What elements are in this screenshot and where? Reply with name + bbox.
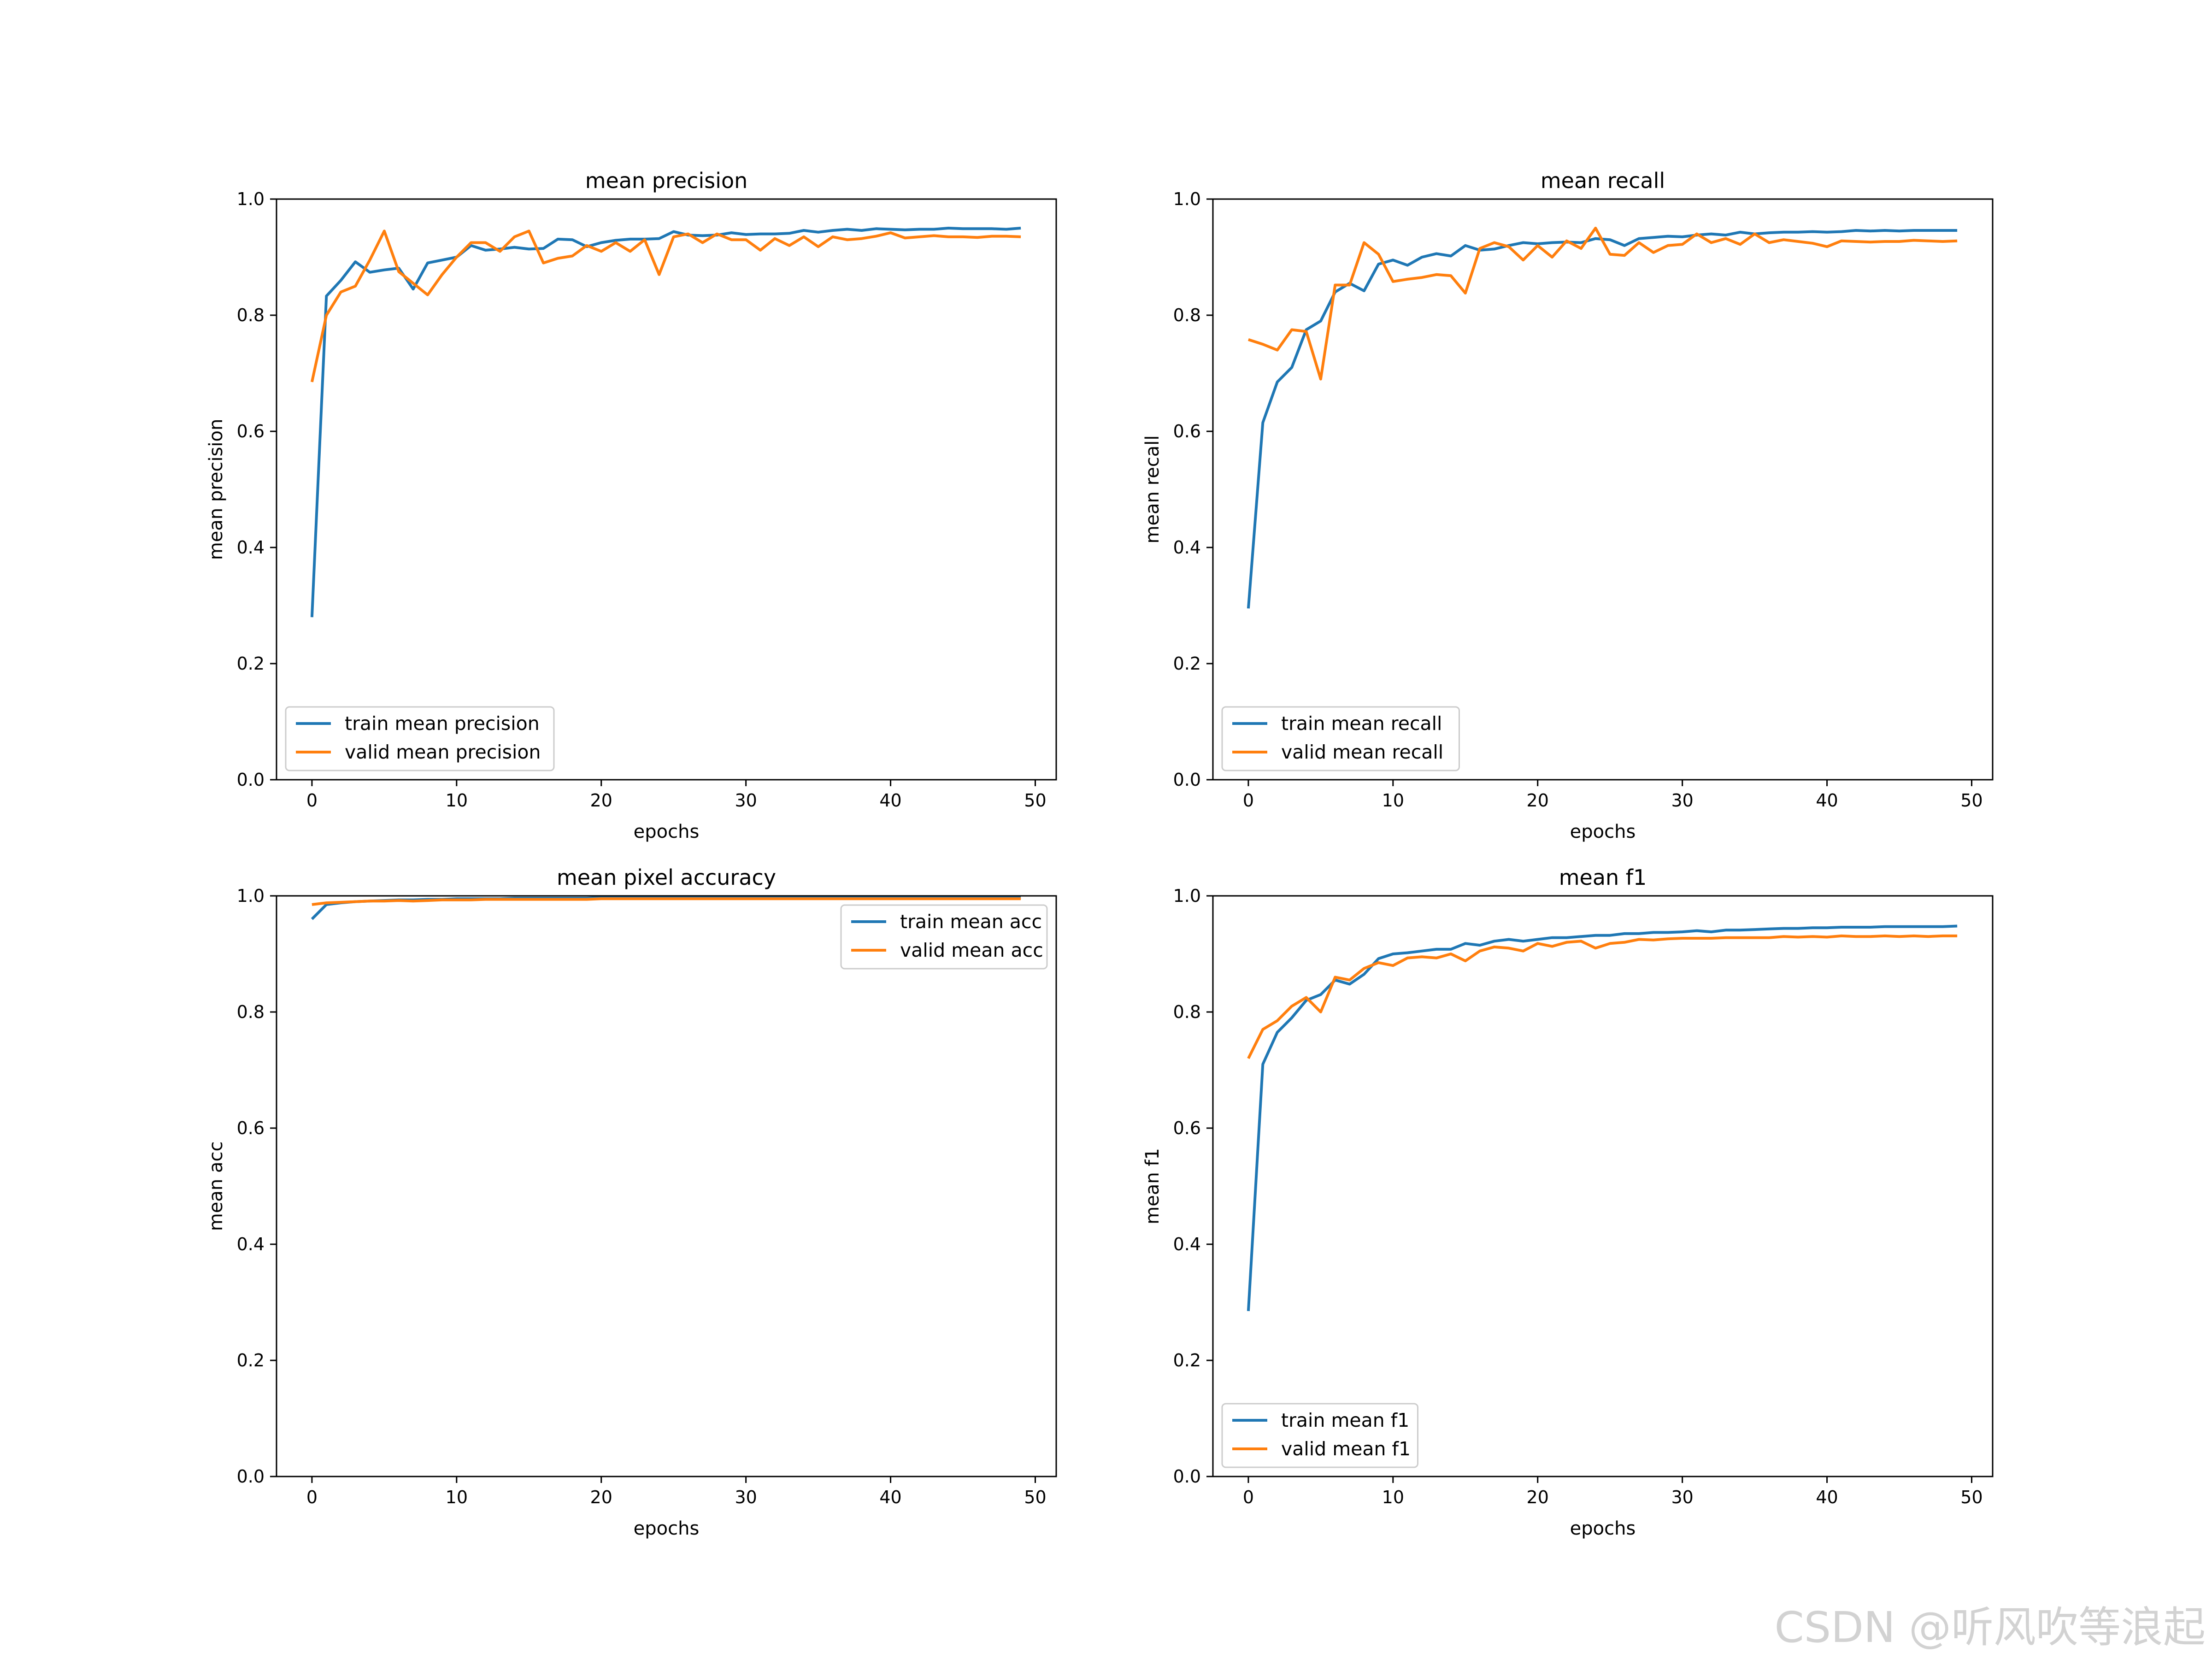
y-tick-label: 0.6 bbox=[1173, 1118, 1201, 1138]
series-line-train bbox=[310, 227, 1021, 618]
legend-box bbox=[840, 904, 1048, 970]
y-tick-label: 0.8 bbox=[237, 305, 265, 325]
x-tick-label: 10 bbox=[446, 790, 468, 811]
y-tick-label: 0.2 bbox=[1173, 653, 1201, 674]
y-tick-label: 0.2 bbox=[237, 653, 265, 674]
series-line-valid bbox=[310, 229, 1021, 382]
legend-label-valid: valid mean acc bbox=[900, 939, 1043, 961]
legend: train mean f1 valid mean f1 bbox=[1221, 1403, 1418, 1468]
x-tick-label: 30 bbox=[1671, 790, 1693, 811]
y-tick-label: 0.0 bbox=[1173, 1466, 1201, 1487]
chart-title: mean recall bbox=[1541, 168, 1665, 193]
legend-label-train: train mean precision bbox=[345, 712, 540, 735]
x-tick-label: 10 bbox=[1382, 790, 1404, 811]
plot-frame bbox=[276, 198, 1057, 781]
y-tick-label: 0.0 bbox=[237, 1466, 265, 1487]
y-tick-label: 1.0 bbox=[237, 189, 265, 209]
plot-frame bbox=[1212, 895, 1994, 1477]
legend-label-valid: valid mean precision bbox=[345, 741, 541, 763]
y-tick-label: 0.4 bbox=[237, 537, 265, 558]
x-tick-label: 40 bbox=[879, 1487, 901, 1507]
y-tick-label: 0.6 bbox=[1173, 421, 1201, 441]
x-tick-label: 10 bbox=[1382, 1487, 1404, 1507]
y-tick-label: 0.4 bbox=[1173, 537, 1201, 558]
y-axis-label: mean f1 bbox=[1142, 1148, 1163, 1224]
x-tick-label: 30 bbox=[735, 790, 757, 811]
legend-label-valid: valid mean f1 bbox=[1281, 1438, 1411, 1460]
chart-1: 0 10 20 30 40 50 0.0 0.2 0.4 0.6 0.8 1.0 mean precis… bbox=[206, 168, 1057, 842]
chart-2: 0 10 20 30 40 50 0.0 0.2 0.4 0.6 0.8 1.0 mean recall… bbox=[1142, 168, 1994, 842]
series-line-valid bbox=[1247, 934, 1958, 1059]
chart-4: 0 10 20 30 40 50 0.0 0.2 0.4 0.6 0.8 1.0 mean f1 epoc… bbox=[1142, 865, 1994, 1539]
x-tick-label: 40 bbox=[879, 790, 901, 811]
y-tick-label: 0.6 bbox=[237, 1118, 265, 1138]
y-tick-label: 0.4 bbox=[237, 1234, 265, 1254]
y-tick-label: 0.0 bbox=[1173, 770, 1201, 790]
legend: train mean precision valid mean precision bbox=[285, 706, 555, 771]
x-tick-label: 10 bbox=[446, 1487, 468, 1507]
x-tick-label: 20 bbox=[590, 790, 612, 811]
x-tick-label: 20 bbox=[590, 1487, 612, 1507]
chart-title: mean f1 bbox=[1559, 865, 1647, 890]
x-axis-label: epochs bbox=[634, 821, 700, 842]
plot-frame bbox=[276, 895, 1057, 1477]
chart-title: mean precision bbox=[585, 168, 748, 193]
x-axis-label: epochs bbox=[1570, 821, 1636, 842]
y-axis-label: mean recall bbox=[1142, 435, 1163, 543]
x-tick-label: 40 bbox=[1816, 1487, 1838, 1507]
x-axis-label: epochs bbox=[1570, 1518, 1636, 1539]
x-tick-label: 0 bbox=[306, 1487, 318, 1507]
x-tick-label: 50 bbox=[1960, 790, 1983, 811]
chart-title: mean pixel accuracy bbox=[557, 865, 776, 890]
x-tick-label: 0 bbox=[1243, 1487, 1254, 1507]
legend-label-train: train mean f1 bbox=[1281, 1409, 1409, 1431]
y-axis-label: mean precision bbox=[206, 419, 227, 560]
y-tick-label: 0.8 bbox=[1173, 1002, 1201, 1022]
legend-label-train: train mean acc bbox=[900, 911, 1042, 933]
y-tick-label: 0.2 bbox=[1173, 1350, 1201, 1371]
plot-frame bbox=[1212, 198, 1994, 781]
y-tick-label: 1.0 bbox=[1173, 189, 1201, 209]
series-line-valid bbox=[312, 897, 1021, 906]
x-tick-label: 50 bbox=[1024, 1487, 1046, 1507]
legend-label-valid: valid mean recall bbox=[1281, 741, 1443, 763]
legend: train mean acc valid mean acc bbox=[840, 904, 1048, 970]
series-line-valid bbox=[1247, 227, 1958, 381]
series-line-train bbox=[1247, 924, 1958, 1312]
y-tick-label: 0.4 bbox=[1173, 1234, 1201, 1254]
y-tick-label: 0.0 bbox=[237, 770, 265, 790]
legend-box bbox=[285, 706, 555, 771]
watermark: CSDN @听风吹等浪起 bbox=[1774, 1603, 2206, 1652]
x-tick-label: 50 bbox=[1960, 1487, 1983, 1507]
chart-3: 0 10 20 30 40 50 0.0 0.2 0.4 0.6 0.8 1.0 mean pixel … bbox=[206, 865, 1057, 1539]
y-tick-label: 1.0 bbox=[1173, 886, 1201, 906]
y-tick-label: 0.8 bbox=[237, 1002, 265, 1022]
x-axis-label: epochs bbox=[634, 1518, 700, 1539]
legend-box bbox=[1221, 706, 1460, 771]
y-axis-label: mean acc bbox=[206, 1141, 227, 1231]
x-tick-label: 30 bbox=[1671, 1487, 1693, 1507]
legend-label-train: train mean recall bbox=[1281, 712, 1442, 735]
y-tick-label: 0.6 bbox=[237, 421, 265, 441]
x-tick-label: 50 bbox=[1024, 790, 1046, 811]
x-tick-label: 20 bbox=[1527, 790, 1549, 811]
y-tick-label: 0.2 bbox=[237, 1350, 265, 1371]
x-tick-label: 0 bbox=[306, 790, 318, 811]
x-tick-label: 30 bbox=[735, 1487, 757, 1507]
x-tick-label: 40 bbox=[1816, 790, 1838, 811]
y-tick-label: 0.8 bbox=[1173, 305, 1201, 325]
x-tick-label: 0 bbox=[1243, 790, 1254, 811]
x-tick-label: 20 bbox=[1527, 1487, 1549, 1507]
legend: train mean recall valid mean recall bbox=[1221, 706, 1460, 771]
y-tick-label: 1.0 bbox=[237, 886, 265, 906]
legend-box bbox=[1221, 1403, 1418, 1468]
